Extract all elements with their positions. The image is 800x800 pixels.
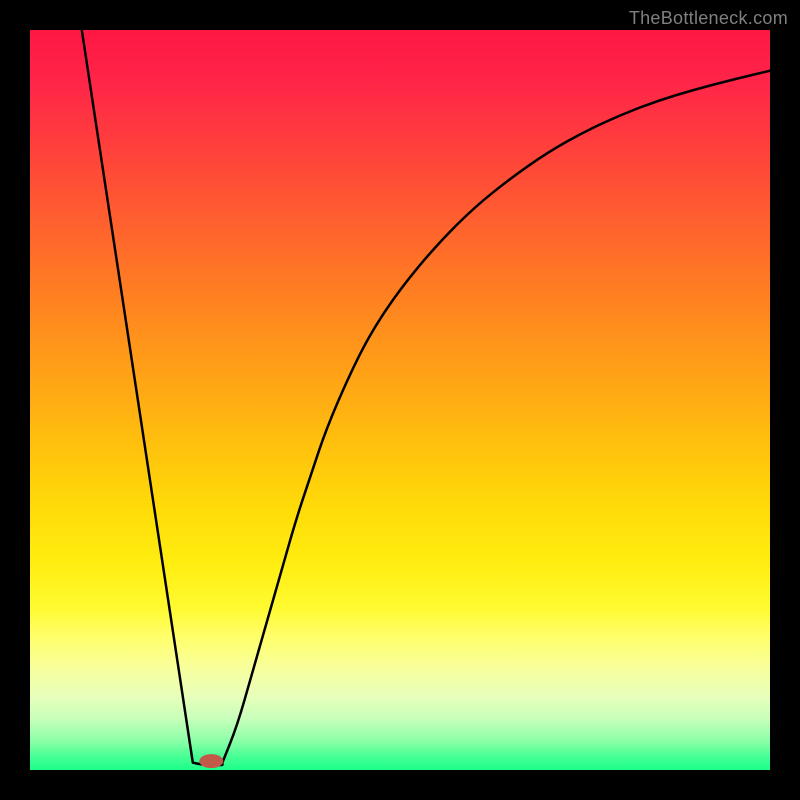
watermark-label: TheBottleneck.com (629, 8, 788, 29)
optimal-marker (199, 754, 223, 768)
gradient-background (30, 30, 770, 770)
chart-canvas (30, 30, 770, 770)
bottleneck-chart (30, 30, 770, 770)
